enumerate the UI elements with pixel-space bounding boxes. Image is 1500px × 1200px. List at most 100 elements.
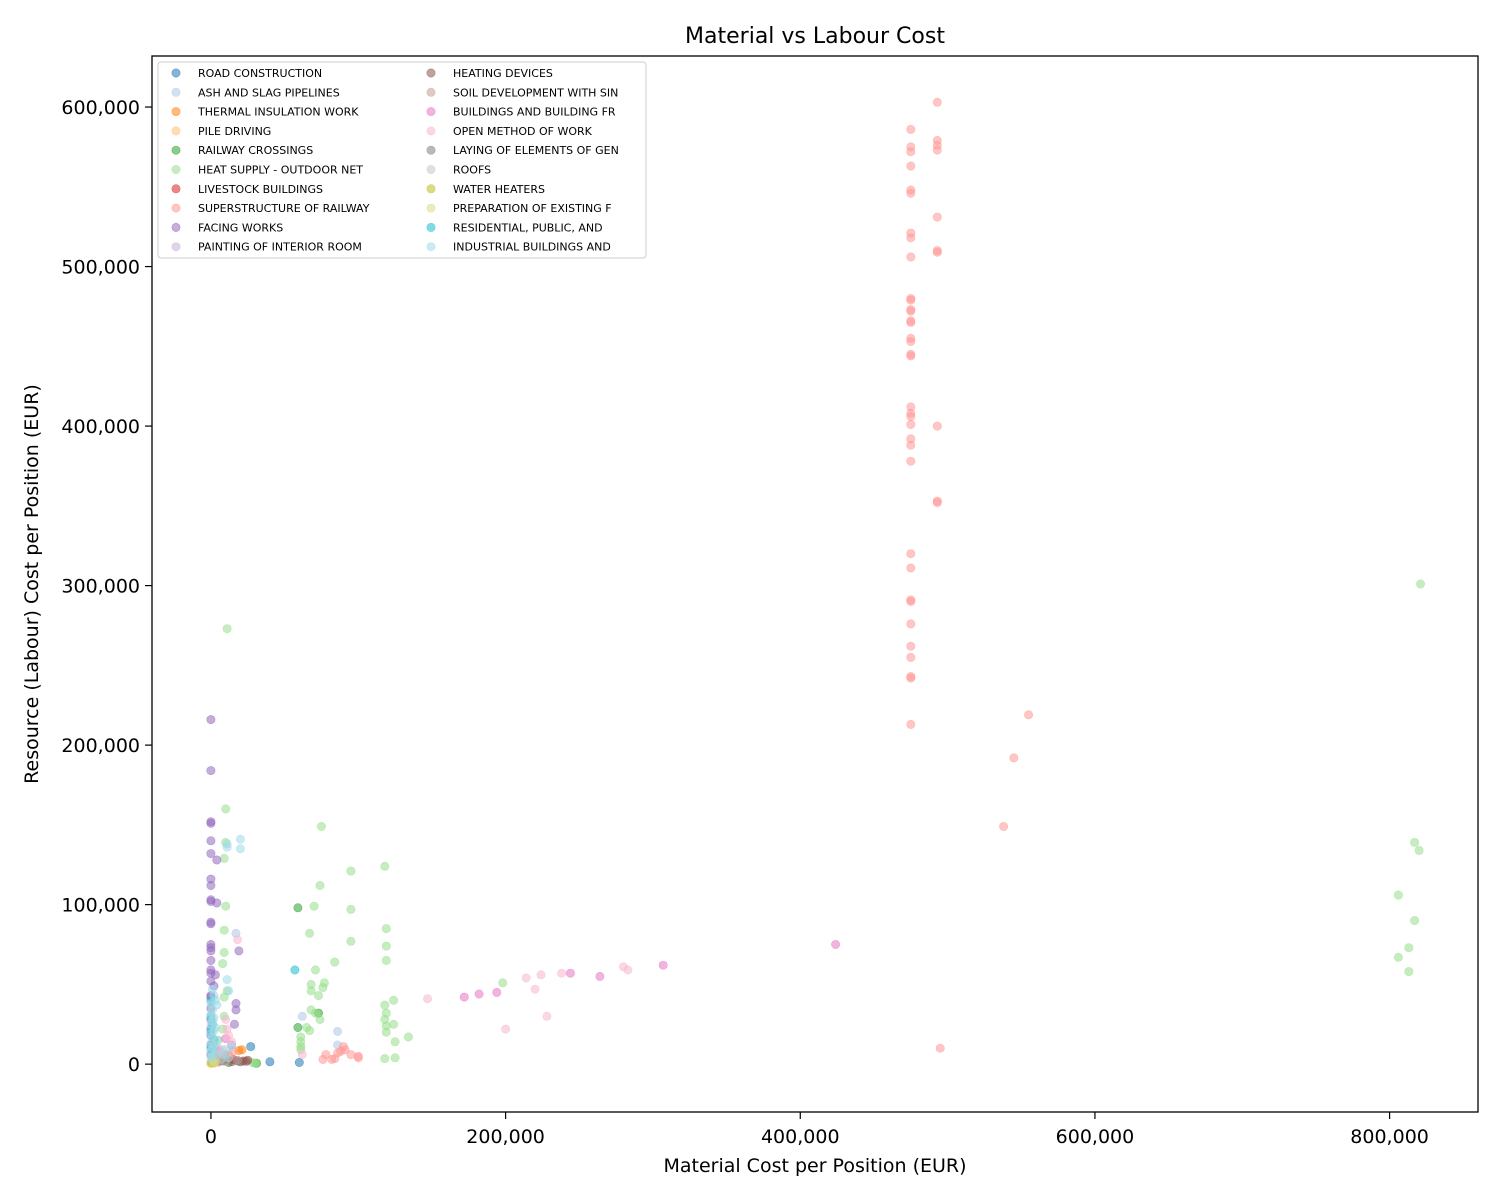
data-point bbox=[318, 983, 328, 993]
data-point bbox=[222, 975, 232, 985]
data-point bbox=[906, 419, 916, 429]
x-tick-label: 400,000 bbox=[761, 1126, 840, 1148]
data-point bbox=[906, 124, 916, 134]
data-point bbox=[219, 853, 229, 863]
data-point bbox=[293, 903, 303, 913]
data-point bbox=[381, 1027, 391, 1037]
data-point bbox=[218, 959, 228, 969]
legend-marker bbox=[426, 87, 436, 97]
data-point bbox=[932, 212, 942, 222]
chart-title: Material vs Labour Cost bbox=[685, 24, 945, 49]
data-point bbox=[306, 986, 316, 996]
plot-frame bbox=[151, 55, 1479, 1113]
legend-label: LIVESTOCK BUILDINGS bbox=[198, 183, 323, 196]
data-point bbox=[246, 1042, 256, 1052]
data-point bbox=[906, 563, 916, 573]
data-point bbox=[233, 935, 243, 945]
data-point bbox=[305, 1026, 315, 1036]
data-point bbox=[1393, 890, 1403, 900]
data-point bbox=[935, 1043, 945, 1053]
data-point bbox=[235, 844, 245, 854]
data-point bbox=[310, 1008, 320, 1018]
data-point bbox=[906, 641, 916, 651]
data-point bbox=[906, 652, 916, 662]
legend-marker bbox=[171, 203, 181, 213]
data-point bbox=[623, 965, 633, 975]
data-point bbox=[241, 1056, 251, 1066]
data-point bbox=[313, 991, 323, 1001]
data-point bbox=[206, 766, 216, 776]
data-point bbox=[530, 984, 540, 994]
legend: ROAD CONSTRUCTION ASH AND SLAG PIPELINES T… bbox=[157, 61, 647, 259]
legend-label: RESIDENTIAL, PUBLIC, AND bbox=[453, 221, 603, 234]
data-point bbox=[315, 1014, 325, 1024]
data-point bbox=[658, 960, 668, 970]
data-point bbox=[906, 411, 916, 421]
legend-box bbox=[157, 61, 647, 259]
data-point bbox=[297, 1050, 307, 1060]
data-point bbox=[906, 295, 916, 305]
legend-marker bbox=[426, 107, 436, 117]
legend-marker bbox=[426, 242, 436, 252]
legend-marker bbox=[171, 107, 181, 117]
data-point bbox=[305, 928, 315, 938]
data-point bbox=[390, 1037, 400, 1047]
legend-label: PREPARATION OF EXISTING F bbox=[453, 202, 612, 215]
data-point bbox=[315, 880, 325, 890]
data-point bbox=[380, 1000, 390, 1010]
legend-label: SUPERSTRUCTURE OF RAILWAY bbox=[198, 202, 370, 215]
data-point bbox=[333, 1026, 343, 1036]
data-point bbox=[1404, 967, 1414, 977]
data-point bbox=[353, 1053, 363, 1063]
data-point bbox=[230, 1019, 240, 1029]
legend-marker bbox=[171, 68, 181, 78]
data-point bbox=[206, 919, 216, 929]
legend-label: BUILDINGS AND BUILDING FR bbox=[453, 106, 616, 119]
data-point bbox=[381, 924, 391, 934]
data-point bbox=[265, 1057, 275, 1067]
data-point bbox=[206, 836, 216, 846]
data-point bbox=[906, 161, 916, 171]
data-point bbox=[318, 1054, 328, 1064]
legend-marker bbox=[171, 242, 181, 252]
data-point bbox=[227, 1042, 237, 1052]
data-point bbox=[237, 1045, 247, 1055]
data-point bbox=[1393, 952, 1403, 962]
data-point bbox=[219, 947, 229, 957]
data-point bbox=[1410, 837, 1420, 847]
data-point bbox=[999, 821, 1009, 831]
data-point bbox=[206, 849, 216, 859]
data-point bbox=[233, 1055, 243, 1065]
legend-label: PAINTING OF INTERIOR ROOM bbox=[198, 241, 362, 254]
data-point bbox=[906, 252, 916, 262]
y-axis-title: Resource (Labour) Cost per Position (EUR… bbox=[21, 384, 43, 784]
data-point bbox=[906, 719, 916, 729]
x-tick-label: 800,000 bbox=[1350, 1126, 1429, 1148]
data-point bbox=[459, 992, 469, 1002]
data-point bbox=[346, 904, 356, 914]
data-point bbox=[403, 1032, 413, 1042]
legend-label: ROOFS bbox=[453, 164, 491, 177]
data-point bbox=[906, 673, 916, 683]
data-point bbox=[906, 233, 916, 243]
legend-label: ROAD CONSTRUCTION bbox=[198, 67, 322, 80]
legend-marker bbox=[426, 203, 436, 213]
data-point bbox=[327, 1054, 337, 1064]
data-point bbox=[224, 986, 234, 996]
data-point bbox=[310, 965, 320, 975]
data-point bbox=[309, 901, 319, 911]
data-point bbox=[831, 939, 841, 949]
data-point bbox=[206, 1053, 216, 1063]
y-tick-label: 300,000 bbox=[61, 576, 140, 598]
data-point bbox=[293, 1022, 303, 1032]
data-point bbox=[906, 351, 916, 361]
x-tick-label: 600,000 bbox=[1056, 1126, 1135, 1148]
data-point bbox=[206, 715, 216, 725]
legend-label: SOIL DEVELOPMENT WITH SIN bbox=[453, 86, 618, 99]
data-point bbox=[536, 970, 546, 980]
legend-marker bbox=[426, 222, 436, 232]
data-point bbox=[330, 957, 340, 967]
data-point bbox=[906, 306, 916, 316]
data-point bbox=[1404, 943, 1414, 953]
legend-marker bbox=[426, 68, 436, 78]
